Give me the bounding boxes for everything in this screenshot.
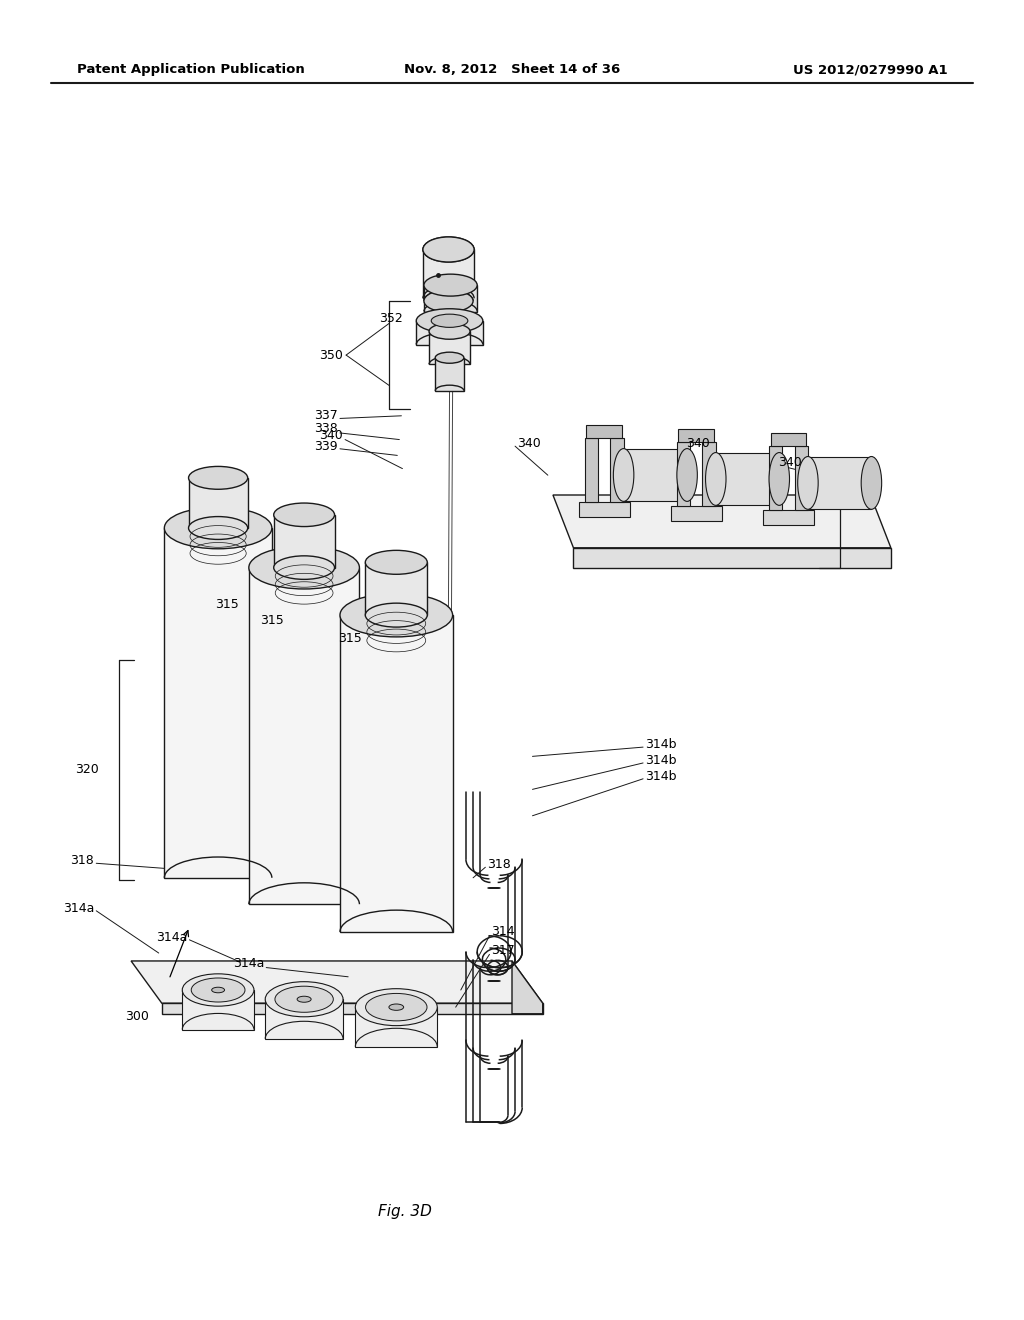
Text: 314a: 314a <box>232 957 264 970</box>
Polygon shape <box>188 478 248 528</box>
Polygon shape <box>355 1007 437 1047</box>
Ellipse shape <box>212 987 224 993</box>
Ellipse shape <box>429 323 470 339</box>
Ellipse shape <box>424 275 477 296</box>
Text: 340: 340 <box>517 437 541 450</box>
Text: 314a: 314a <box>62 902 94 915</box>
Polygon shape <box>586 425 622 438</box>
Text: 339: 339 <box>314 440 338 453</box>
Polygon shape <box>702 442 716 506</box>
Text: 314b: 314b <box>645 754 677 767</box>
Polygon shape <box>182 990 254 1030</box>
Text: 315: 315 <box>338 632 361 645</box>
Polygon shape <box>716 453 779 506</box>
Ellipse shape <box>613 449 634 502</box>
Polygon shape <box>808 457 871 510</box>
Polygon shape <box>162 1003 543 1014</box>
Polygon shape <box>265 999 343 1039</box>
Ellipse shape <box>431 314 468 327</box>
Text: 315: 315 <box>215 598 239 611</box>
Ellipse shape <box>191 978 245 1002</box>
Polygon shape <box>424 285 477 312</box>
Text: 318: 318 <box>487 858 511 871</box>
Polygon shape <box>573 548 891 568</box>
Text: 340: 340 <box>778 455 802 469</box>
Ellipse shape <box>273 556 335 579</box>
Ellipse shape <box>769 453 790 506</box>
Ellipse shape <box>182 974 254 1006</box>
Polygon shape <box>435 358 464 391</box>
Ellipse shape <box>164 507 272 549</box>
Ellipse shape <box>423 238 474 261</box>
Polygon shape <box>249 568 359 904</box>
Text: Fig. 3D: Fig. 3D <box>378 1204 431 1220</box>
Polygon shape <box>366 562 427 615</box>
Polygon shape <box>423 249 474 298</box>
Polygon shape <box>340 615 453 932</box>
Ellipse shape <box>677 449 697 502</box>
Text: 314b: 314b <box>645 770 677 783</box>
Text: 350: 350 <box>319 348 343 362</box>
Text: Patent Application Publication: Patent Application Publication <box>77 63 304 77</box>
Ellipse shape <box>861 457 882 510</box>
Polygon shape <box>416 321 483 345</box>
Ellipse shape <box>340 594 453 636</box>
Polygon shape <box>553 495 891 548</box>
Polygon shape <box>512 961 543 1014</box>
Polygon shape <box>795 446 808 510</box>
Ellipse shape <box>297 997 311 1002</box>
Ellipse shape <box>798 457 818 510</box>
Text: 317: 317 <box>492 944 515 957</box>
Text: 337: 337 <box>314 409 338 422</box>
Ellipse shape <box>366 603 427 627</box>
Ellipse shape <box>355 989 437 1026</box>
Ellipse shape <box>416 309 483 333</box>
Polygon shape <box>131 961 543 1003</box>
Polygon shape <box>579 502 630 517</box>
Polygon shape <box>679 429 715 442</box>
Ellipse shape <box>389 1005 403 1010</box>
Ellipse shape <box>435 352 464 363</box>
Polygon shape <box>164 528 272 878</box>
Ellipse shape <box>273 503 335 527</box>
Text: 314b: 314b <box>645 738 677 751</box>
Ellipse shape <box>274 986 334 1012</box>
Ellipse shape <box>366 994 427 1020</box>
Text: 352: 352 <box>379 312 402 325</box>
Polygon shape <box>585 438 598 502</box>
Ellipse shape <box>366 550 427 574</box>
Text: Nov. 8, 2012   Sheet 14 of 36: Nov. 8, 2012 Sheet 14 of 36 <box>403 63 621 77</box>
Polygon shape <box>769 446 782 510</box>
Text: 318: 318 <box>71 854 94 867</box>
Ellipse shape <box>424 290 473 312</box>
Text: US 2012/0279990 A1: US 2012/0279990 A1 <box>793 63 947 77</box>
Ellipse shape <box>423 238 474 261</box>
Text: 314a: 314a <box>156 931 187 944</box>
Text: 300: 300 <box>125 1010 148 1023</box>
Text: 340: 340 <box>319 429 343 442</box>
Ellipse shape <box>188 516 248 540</box>
Ellipse shape <box>249 546 359 589</box>
Polygon shape <box>671 506 722 521</box>
Polygon shape <box>429 331 470 364</box>
Text: 315: 315 <box>260 614 284 627</box>
Ellipse shape <box>188 466 248 490</box>
Text: 314: 314 <box>492 925 515 939</box>
Polygon shape <box>624 449 687 502</box>
Text: 340: 340 <box>686 437 710 450</box>
Polygon shape <box>273 515 335 568</box>
Ellipse shape <box>265 982 343 1016</box>
Ellipse shape <box>706 453 726 506</box>
Polygon shape <box>677 442 690 506</box>
Text: 320: 320 <box>76 763 99 776</box>
Polygon shape <box>610 438 624 502</box>
Polygon shape <box>771 433 807 446</box>
Text: 338: 338 <box>314 422 338 436</box>
Polygon shape <box>763 510 814 525</box>
